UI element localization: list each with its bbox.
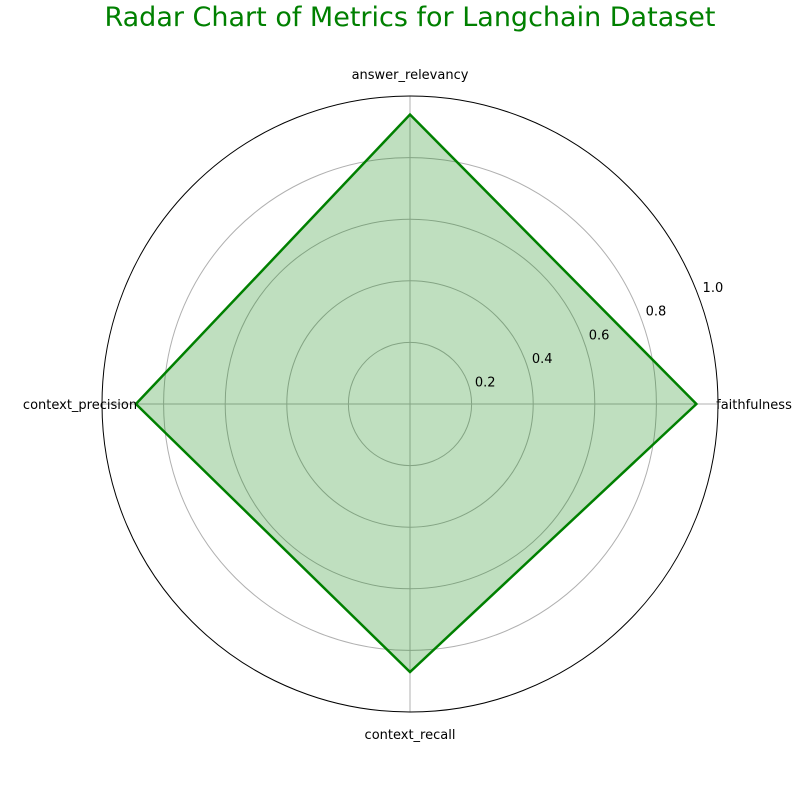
grid-layer [101, 95, 719, 713]
radial-tick-label: 0.2 [475, 375, 496, 390]
axis-label: context_recall [365, 728, 456, 743]
label-layer: 0.2 0.4 0.6 0.8 1.0 faithfulness answer_releva… [23, 68, 792, 743]
radial-tick-label: 0.4 [532, 352, 553, 367]
axis-label: faithfulness [716, 398, 792, 413]
chart-title: Radar Chart of Metrics for Langchain Dat… [104, 2, 716, 33]
outer-frame [101, 95, 719, 713]
radial-tick-label: 0.6 [589, 328, 610, 343]
axis-label: answer_relevancy [352, 68, 469, 83]
series-area [135, 114, 697, 672]
series-line [134, 112, 699, 674]
radial-tick-label: 0.8 [646, 305, 667, 320]
series-layer [134, 112, 699, 674]
radial-tick-label: 1.0 [703, 281, 724, 296]
axis-label: context_precision [23, 398, 137, 413]
